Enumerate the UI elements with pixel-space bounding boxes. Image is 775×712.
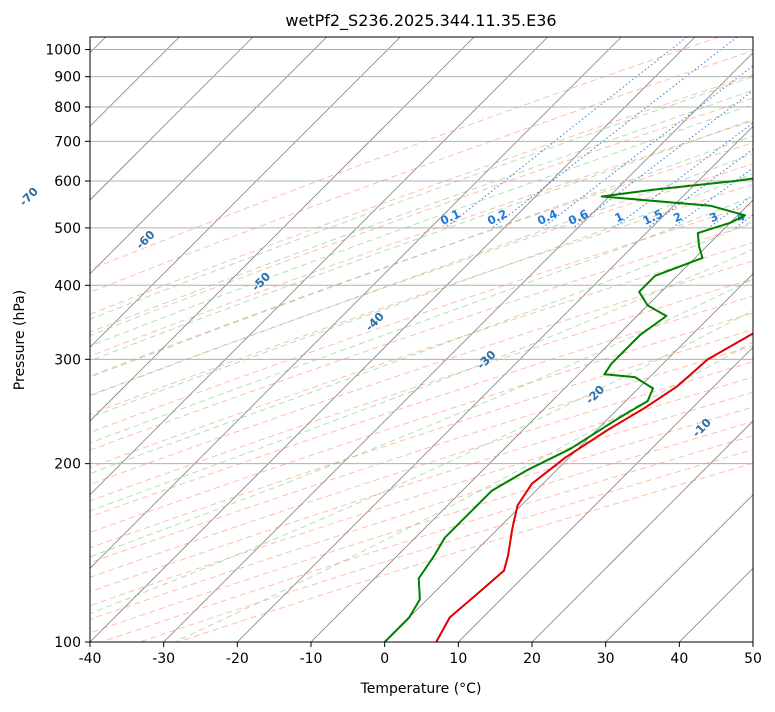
y-tick-label: 800 [54, 100, 81, 116]
x-tick-label: 50 [744, 651, 762, 667]
x-tick-label: 10 [449, 651, 467, 667]
y-tick-label: 900 [54, 70, 81, 86]
y-tick-label: 1000 [45, 43, 81, 59]
chart-title: wetPf2_S236.2025.344.11.35.E36 [285, 11, 556, 31]
y-tick-label: 200 [54, 457, 81, 473]
y-tick-label: 100 [54, 635, 81, 651]
y-tick-label: 700 [54, 134, 81, 150]
x-tick-label: 0 [380, 651, 389, 667]
x-tick-label: -20 [226, 651, 249, 667]
y-axis-label: Pressure (hPa) [12, 290, 28, 390]
x-tick-label: -30 [152, 651, 175, 667]
y-tick-label: 500 [54, 221, 81, 237]
y-tick-label: 600 [54, 174, 81, 190]
x-tick-label: 40 [670, 651, 688, 667]
y-tick-label: 300 [54, 352, 81, 368]
x-tick-label: 30 [597, 651, 615, 667]
x-axis-label: Temperature (°C) [360, 681, 482, 697]
y-tick-label: 400 [54, 278, 81, 294]
x-tick-label: -40 [79, 651, 102, 667]
x-tick-label: 20 [523, 651, 541, 667]
x-tick-label: -10 [300, 651, 323, 667]
